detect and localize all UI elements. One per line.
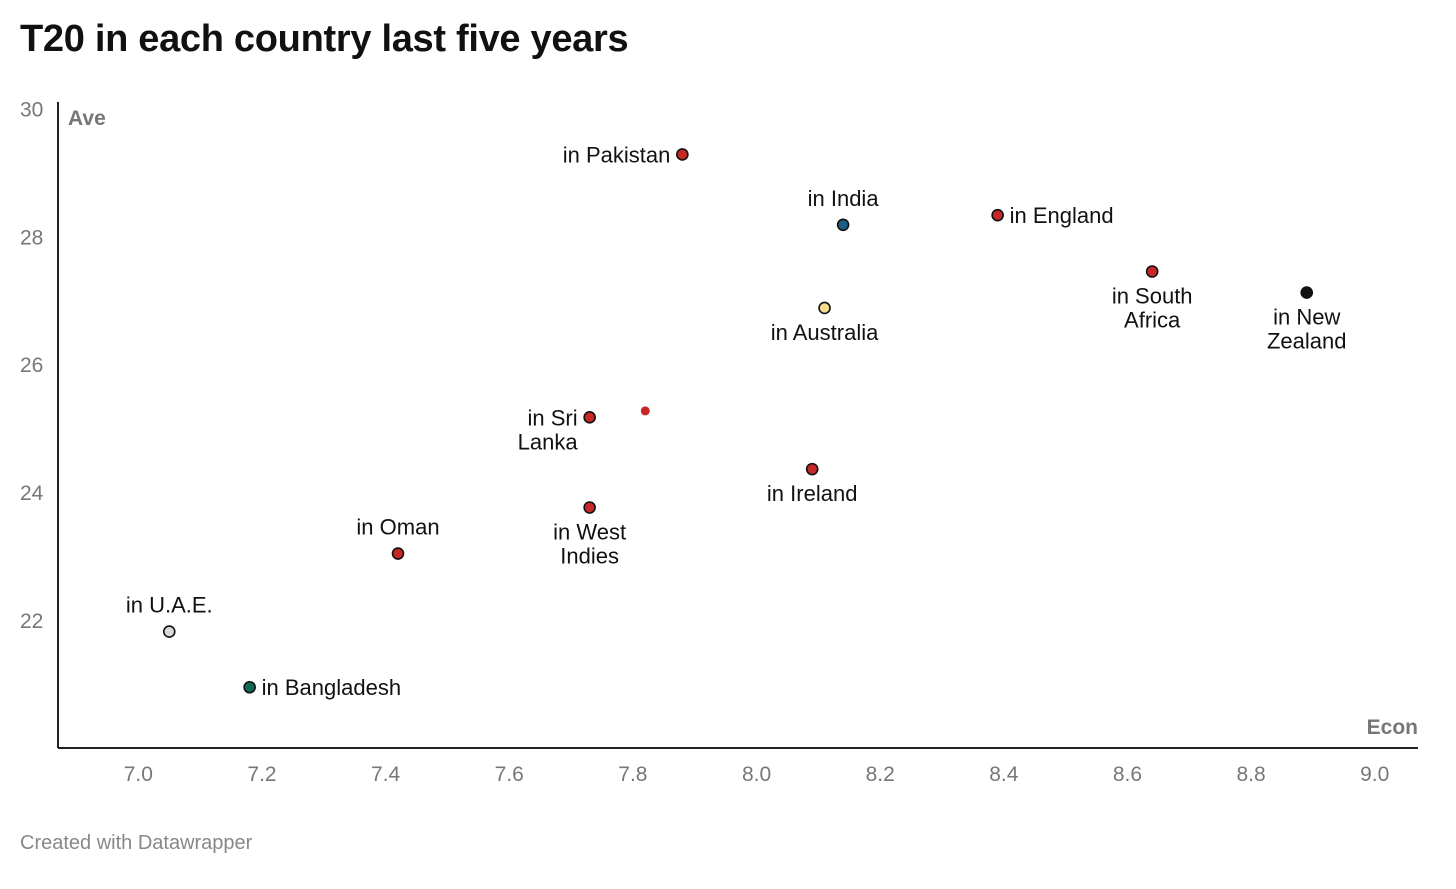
x-tick-label: 8.2 <box>866 763 895 786</box>
data-point <box>818 301 831 315</box>
point-label: in West <box>553 520 626 545</box>
point-label: Africa <box>1124 307 1181 332</box>
x-axis-title: Econ <box>1367 716 1418 739</box>
point-label: in South <box>1112 283 1193 308</box>
data-point <box>805 462 819 476</box>
y-tick-label: 26 <box>20 354 43 377</box>
x-tick-label: 8.4 <box>989 763 1019 786</box>
footer-credit: Created with Datawrapper <box>20 832 253 854</box>
point-label: Indies <box>560 544 619 569</box>
point-label: in New <box>1273 305 1340 330</box>
point-label: in Bangladesh <box>262 675 401 700</box>
x-tick-label: 7.8 <box>618 763 647 786</box>
point-label: in Oman <box>356 515 439 540</box>
data-point <box>991 208 1004 222</box>
x-tick-label: 8.8 <box>1236 763 1265 786</box>
x-tick-label: 7.6 <box>495 763 524 786</box>
point-label: in Sri <box>528 405 578 430</box>
chart-title: T20 in each country last five years <box>20 18 629 60</box>
data-point <box>1145 265 1159 278</box>
data-point <box>243 680 256 694</box>
y-tick-label: 30 <box>20 98 43 121</box>
x-tick-label: 7.2 <box>247 763 276 786</box>
y-tick-label: 24 <box>20 482 44 505</box>
x-tick-label: 8.0 <box>742 763 771 786</box>
data-point <box>1300 286 1314 299</box>
x-axis-ticks: 7.0 7.2 7.4 7.6 7.8 8.0 8.2 8.4 8.6 8.8 9.0 <box>124 763 1390 786</box>
y-axis-title: Ave <box>68 107 106 130</box>
data-point <box>836 218 850 232</box>
data-point <box>391 547 405 560</box>
data-points: in Pakistan in India in England in SouthAfr… <box>126 142 1347 700</box>
data-point <box>583 411 596 424</box>
data-point <box>676 148 689 161</box>
x-tick-label: 8.6 <box>1113 763 1142 786</box>
point-label: in England <box>1010 203 1114 228</box>
x-tick-label: 7.4 <box>371 763 401 786</box>
point-label: in U.A.E. <box>126 593 213 618</box>
data-point <box>640 406 650 416</box>
data-point <box>583 501 596 514</box>
point-label: Lanka <box>518 429 579 454</box>
data-point <box>162 625 176 638</box>
point-label: in Ireland <box>767 481 858 506</box>
scatter-chart: 22 24 26 28 30 7.0 7.2 7.4 7.6 7.8 8.0 8.2 8.4 8.6 8.… <box>20 98 1418 786</box>
y-axis-ticks: 22 24 26 28 30 <box>20 98 44 633</box>
y-tick-label: 22 <box>20 610 43 633</box>
point-label: in India <box>808 186 880 211</box>
point-label: in Australia <box>771 320 879 345</box>
point-label: Zealand <box>1267 329 1347 354</box>
point-label: in Pakistan <box>563 142 671 167</box>
x-tick-label: 9.0 <box>1360 763 1389 786</box>
y-tick-label: 28 <box>20 226 43 249</box>
x-tick-label: 7.0 <box>124 763 153 786</box>
